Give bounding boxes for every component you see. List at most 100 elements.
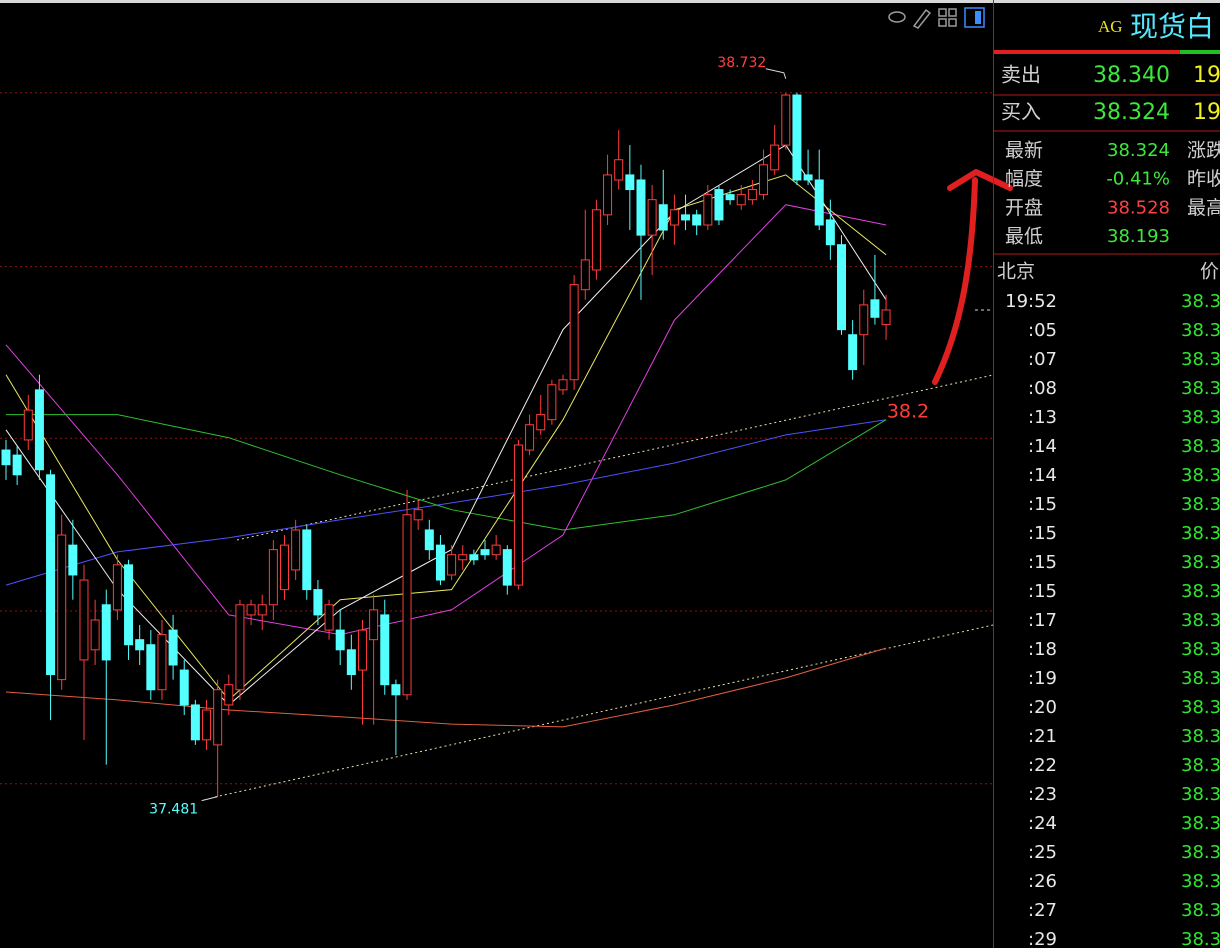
candle-body (213, 689, 223, 746)
tick-time: :15 (1028, 552, 1057, 573)
candle-body (57, 534, 67, 681)
tick-price: 38.3 (1181, 291, 1220, 312)
candle-body (346, 649, 356, 676)
candle-body (369, 609, 379, 641)
tick-time: :21 (1028, 726, 1057, 747)
stat-value: -0.41% (1106, 169, 1170, 190)
moving-average (5, 204, 887, 636)
tick-price: 38.3 (1181, 494, 1220, 515)
candle-body (647, 199, 657, 236)
tick-price: 38.3 (1181, 871, 1220, 892)
candle-body (23, 409, 33, 441)
candle-body (870, 299, 880, 318)
candle-body (90, 619, 100, 651)
candle-body (101, 604, 111, 661)
candle-body (424, 529, 434, 551)
tick-time: :26 (1028, 871, 1057, 892)
symbol-name: 现货白 (1130, 10, 1214, 43)
moving-average (5, 647, 887, 728)
candle-body (736, 194, 746, 206)
candle-body (391, 684, 401, 696)
top-border (0, 0, 1220, 3)
order-price: 38.324 (1093, 100, 1170, 125)
candle-body (803, 174, 813, 181)
stat-value: 38.528 (1107, 197, 1170, 218)
grid (0, 92, 993, 785)
candle-body (480, 549, 490, 556)
candle-body (357, 629, 367, 671)
candle-body (1, 449, 11, 466)
tick-time: :20 (1028, 697, 1057, 718)
moving-averages (5, 144, 887, 728)
high-pointer (765, 68, 787, 79)
candle-body (112, 564, 122, 611)
tick-price: 38.3 (1181, 639, 1220, 660)
candle-body (692, 214, 702, 226)
candle-body (124, 564, 134, 646)
tick-price: 38.3 (1181, 668, 1220, 689)
stat-label: 最新 (1005, 140, 1043, 162)
tick-price: 38.3 (1181, 813, 1220, 834)
candle-body (257, 604, 267, 616)
tick-price: 38.3 (1181, 378, 1220, 399)
candle-body (79, 579, 89, 661)
moving-average (6, 414, 887, 531)
candle-body (681, 214, 691, 221)
candle-body (380, 614, 390, 686)
pencil-icon[interactable] (912, 8, 932, 29)
candle-body (569, 284, 579, 381)
candle-body (669, 209, 679, 226)
tick-time: :15 (1028, 581, 1057, 602)
candle-body (502, 549, 512, 586)
high-label: 38.732 (717, 55, 766, 71)
candle-body (848, 334, 858, 371)
candle-body (513, 444, 523, 586)
stat-label: 最高 (1187, 197, 1220, 219)
window-icon[interactable] (964, 7, 985, 28)
candle-body (402, 514, 412, 696)
tick-time: :15 (1028, 523, 1057, 544)
candle-body (280, 544, 289, 591)
candle-body (12, 454, 22, 476)
tick-price: 38.3 (1181, 755, 1220, 776)
candle-body (34, 389, 44, 471)
ticks-header: 北京 (997, 261, 1035, 283)
candle-body (781, 94, 791, 146)
tick-price: 38.3 (1181, 407, 1220, 428)
eye-icon[interactable] (888, 11, 906, 23)
candle-body (324, 604, 334, 631)
candle-body (614, 159, 624, 181)
candle-body (580, 259, 590, 291)
order-volume: 19 (1193, 100, 1220, 125)
hand-arrow (932, 177, 978, 385)
order-price: 38.340 (1093, 63, 1170, 88)
grid-icon[interactable] (938, 8, 957, 27)
candle-body (46, 474, 56, 676)
candles (1, 92, 891, 797)
candle-body (202, 709, 212, 741)
candle-body (146, 644, 156, 691)
low-label: 37.481 (149, 802, 198, 818)
tick-time: :17 (1028, 610, 1057, 631)
candle-body (413, 509, 423, 521)
candle-body (714, 189, 724, 221)
symbol-code: AG (1098, 17, 1123, 36)
candle-body (447, 554, 457, 576)
candle-body (603, 174, 613, 216)
candle-body (825, 219, 835, 246)
low-pointer (201, 796, 218, 802)
tick-time: :18 (1028, 639, 1057, 660)
moving-average (5, 174, 887, 701)
candle-body (636, 179, 646, 236)
stat-value: 38.324 (1107, 140, 1170, 161)
toolbar (888, 7, 985, 29)
tick-price: 38.3 (1181, 842, 1220, 863)
tick-time: :24 (1028, 813, 1057, 834)
tick-price: 38.3 (1181, 349, 1220, 370)
ticks-header: 价 (1200, 261, 1219, 283)
candle-body (458, 554, 468, 561)
tick-price: 38.3 (1181, 929, 1220, 948)
candle-body (235, 604, 245, 691)
candle-body (313, 589, 323, 616)
